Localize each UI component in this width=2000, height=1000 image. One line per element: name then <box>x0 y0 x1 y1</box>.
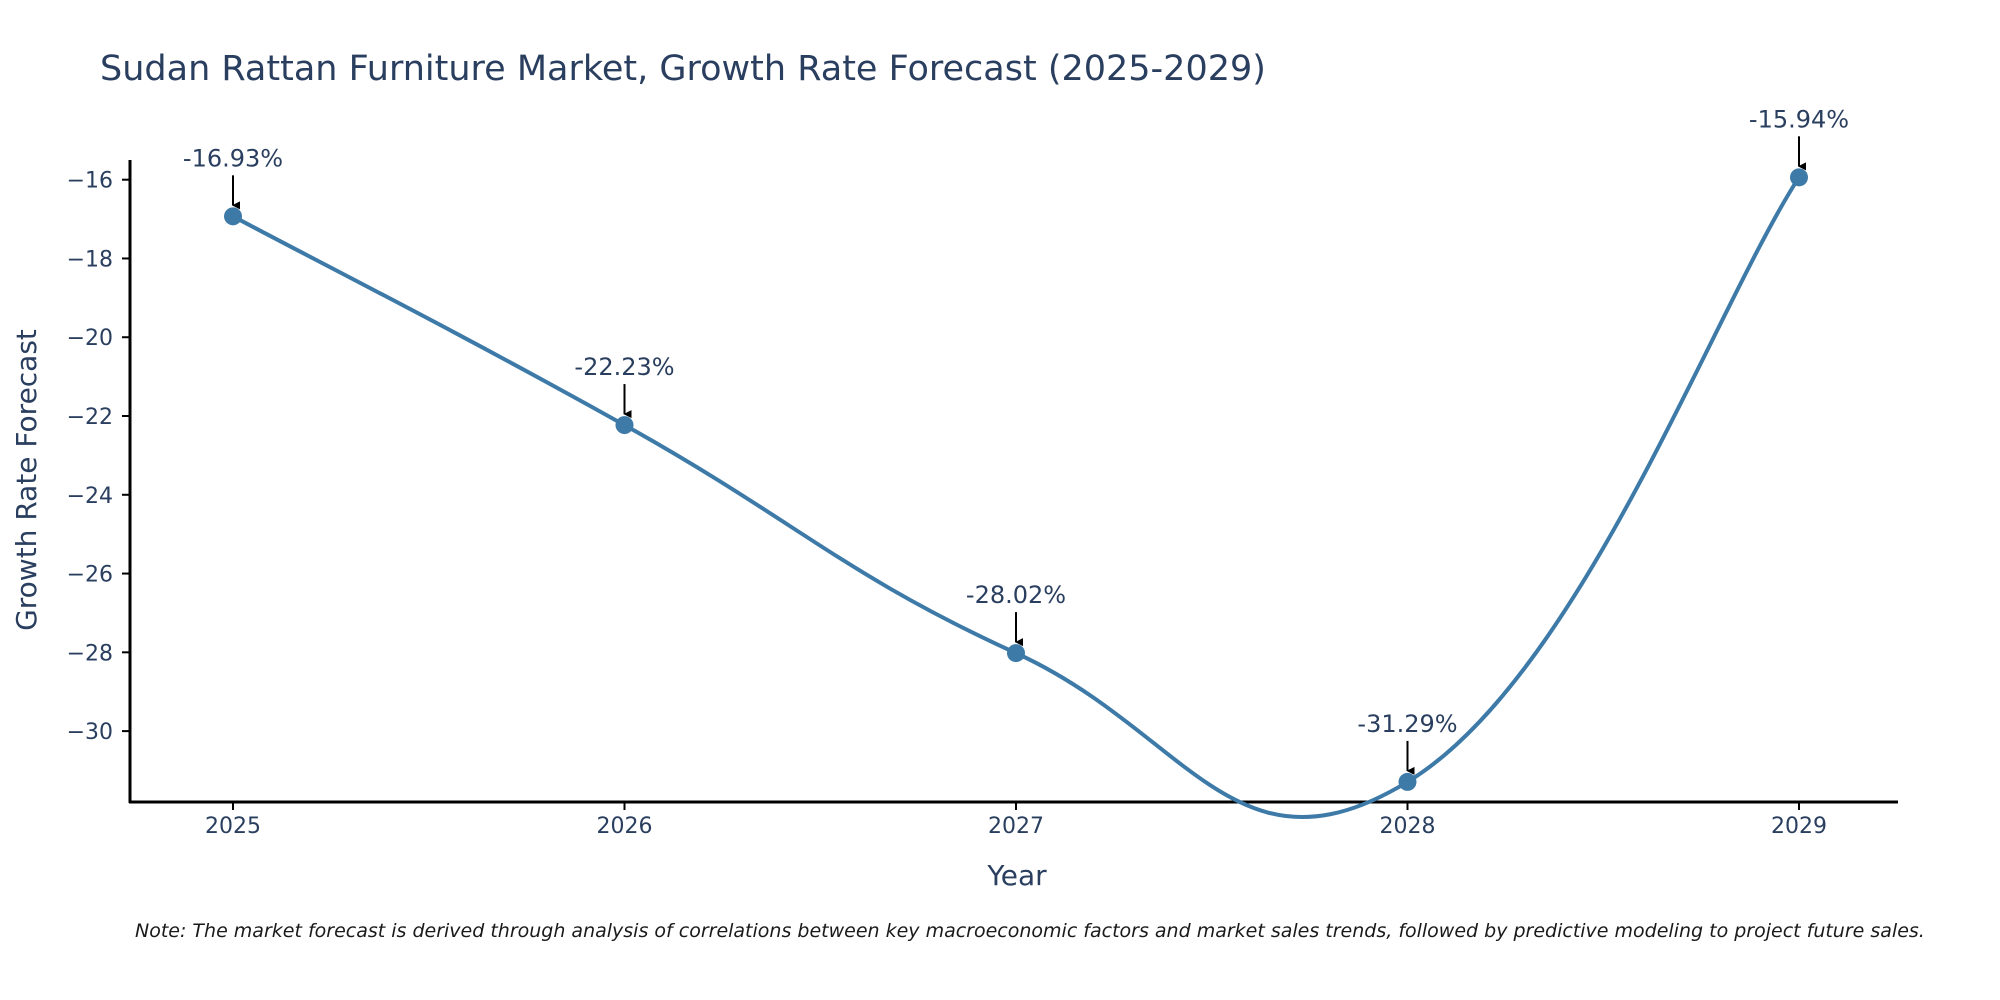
x-tick-label: 2027 <box>988 814 1044 839</box>
x-tick-label: 2028 <box>1380 814 1436 839</box>
data-label: -28.02% <box>966 581 1066 609</box>
data-point <box>615 416 634 435</box>
data-label: -22.23% <box>574 353 674 381</box>
y-tick-label: −18 <box>67 247 113 272</box>
y-tick-label: −22 <box>67 405 113 430</box>
x-tick-label: 2025 <box>205 814 261 839</box>
data-point <box>1007 644 1025 663</box>
y-tick-label: −26 <box>67 563 113 588</box>
x-ticks: 2025 2026 2027 2028 2029 <box>205 802 1827 839</box>
y-ticks: −16 −18 −20 −22 −24 −26 −28 −30 <box>67 169 130 745</box>
data-point <box>1398 772 1417 791</box>
data-label: -15.94% <box>1749 105 1849 133</box>
x-axis-label: Year <box>986 859 1047 892</box>
data-point <box>224 207 242 226</box>
data-annotations: -16.93% -22.23% -28.02% -31.29% -15.94% <box>183 105 1849 775</box>
y-axis-label: Growth Rate Forecast <box>10 329 43 631</box>
y-tick-label: −28 <box>67 641 113 666</box>
data-label: -16.93% <box>183 144 283 172</box>
data-points <box>224 168 1808 791</box>
data-label: -31.29% <box>1357 710 1457 738</box>
y-tick-label: −24 <box>67 484 113 509</box>
series-line <box>232 176 1801 819</box>
y-tick-label: −16 <box>67 169 113 194</box>
x-tick-label: 2029 <box>1771 814 1827 839</box>
y-tick-label: −20 <box>67 326 113 351</box>
footnote: Note: The market forecast is derived thr… <box>135 920 1925 942</box>
x-tick-label: 2026 <box>597 814 653 839</box>
data-point <box>1790 168 1808 187</box>
chart-title: Sudan Rattan Furniture Market, Growth Ra… <box>100 49 1266 89</box>
y-tick-label: −30 <box>67 720 113 745</box>
